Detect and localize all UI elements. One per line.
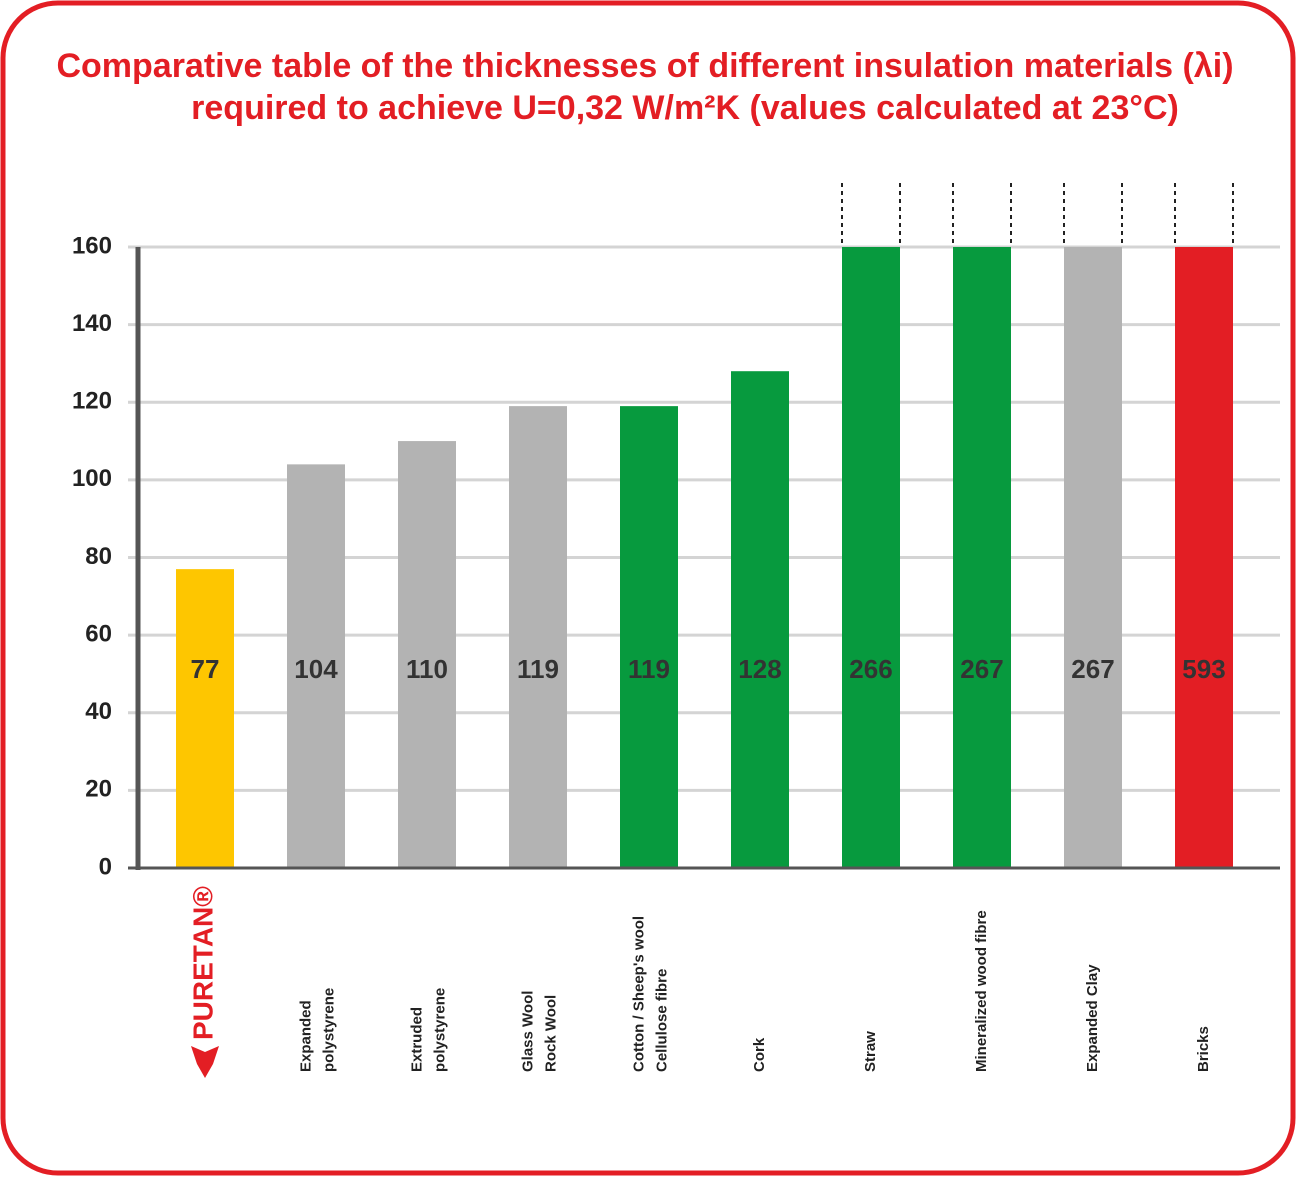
brand-label: PURETAN® [187,886,218,1040]
y-tick-label: 120 [72,388,112,415]
bar [509,406,567,868]
x-tick-label: Cork [751,1037,768,1072]
value-label: 104 [294,654,338,684]
brand-mark [191,1046,219,1078]
value-label: 119 [628,654,670,684]
bar [176,569,234,868]
y-tick-label: 60 [85,620,112,647]
x-tick-label: Straw [862,1031,879,1072]
bar [1175,247,1233,868]
x-tick-label: Rock Wool [542,995,559,1072]
bar [287,464,345,868]
value-label: 119 [517,654,559,684]
value-label: 267 [960,654,1003,684]
y-tick-label: 160 [72,232,112,259]
bar [620,406,678,868]
x-tick-label: Expanded [297,1000,314,1072]
y-tick-label: 80 [85,543,112,570]
x-tick-label: Cotton / Sheep's wool [630,916,647,1072]
x-tick-label: polystyrene [431,988,448,1072]
x-tick-label: Mineralized wood fibre [973,910,990,1072]
x-tick-label: Cellulose fibre [653,969,670,1072]
x-tick-label: Expanded Clay [1084,964,1101,1072]
value-label: 593 [1182,654,1225,684]
y-tick-label: 20 [85,776,112,803]
chart-title: Comparative table of the thicknesses of … [56,47,1233,85]
y-tick-label: 140 [72,310,112,337]
x-tick-label: Extruded [408,1007,425,1072]
value-label: 77 [191,654,220,684]
y-tick-label: 40 [85,698,112,725]
y-tick-label: 0 [99,853,112,880]
x-tick-label: polystyrene [320,988,337,1072]
y-tick-label: 100 [72,465,112,492]
bar [731,371,789,868]
value-label: 128 [738,654,781,684]
chart-title: required to achieve U=0,32 W/m²K (values… [191,89,1179,127]
value-label: 110 [406,654,448,684]
value-label: 266 [849,654,892,684]
x-tick-label: Glass Wool [519,991,536,1072]
x-tick-label: Bricks [1195,1026,1212,1072]
bar [953,247,1011,868]
bar [842,247,900,868]
bar [398,441,456,868]
bar [1064,247,1122,868]
value-label: 267 [1071,654,1114,684]
